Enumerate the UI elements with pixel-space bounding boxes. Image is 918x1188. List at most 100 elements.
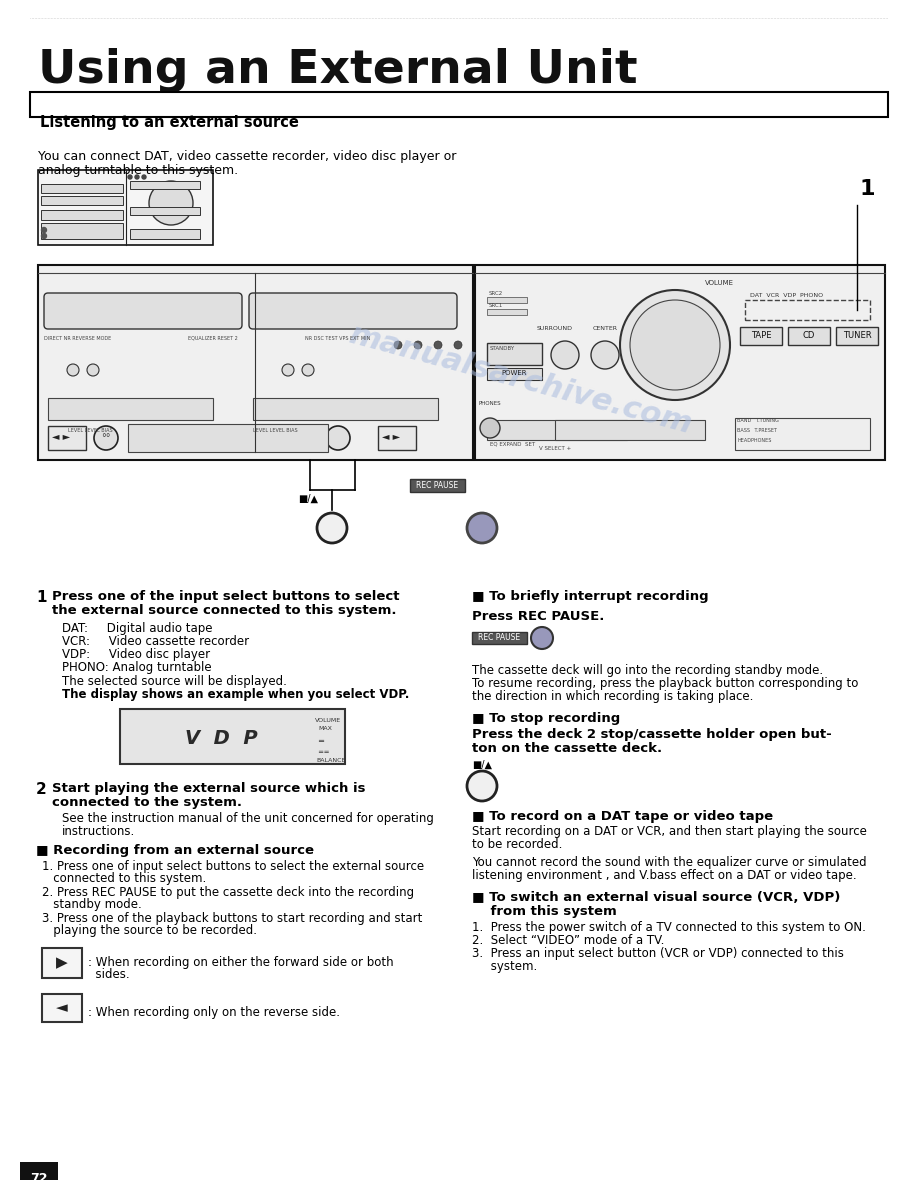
Text: ■/▲: ■/▲ xyxy=(472,760,492,770)
Text: VOLUME: VOLUME xyxy=(705,280,734,286)
Text: DAT  VCR  VDP  PHONO: DAT VCR VDP PHONO xyxy=(750,293,823,298)
Bar xyxy=(487,343,542,365)
Bar xyxy=(30,91,888,116)
Circle shape xyxy=(480,418,500,438)
Bar xyxy=(130,181,200,189)
Text: MAX: MAX xyxy=(318,726,332,731)
Bar xyxy=(120,709,345,764)
Circle shape xyxy=(394,341,402,349)
Text: 2.  Select “VIDEO” mode of a TV.: 2. Select “VIDEO” mode of a TV. xyxy=(472,934,665,947)
Bar xyxy=(38,170,213,245)
Bar xyxy=(378,426,416,450)
Text: 1: 1 xyxy=(860,179,876,200)
Text: the direction in which recording is taking place.: the direction in which recording is taki… xyxy=(472,690,754,703)
Text: The display shows an example when you select VDP.: The display shows an example when you se… xyxy=(62,688,409,701)
Circle shape xyxy=(41,227,47,233)
Text: EQ EXPAND  SET: EQ EXPAND SET xyxy=(490,441,535,446)
Circle shape xyxy=(94,426,118,450)
Text: sides.: sides. xyxy=(88,968,129,981)
Text: 3. Press one of the playback buttons to start recording and start: 3. Press one of the playback buttons to … xyxy=(42,912,422,925)
Text: from this system: from this system xyxy=(472,905,617,918)
Text: BASS   T.PRESET: BASS T.PRESET xyxy=(737,428,777,432)
Text: analog turntable to this system.: analog turntable to this system. xyxy=(38,164,238,177)
Circle shape xyxy=(551,341,579,369)
Text: Using an External Unit: Using an External Unit xyxy=(38,48,638,93)
Text: the external source connected to this system.: the external source connected to this sy… xyxy=(52,604,397,617)
Circle shape xyxy=(326,426,350,450)
Circle shape xyxy=(434,341,442,349)
Text: playing the source to be recorded.: playing the source to be recorded. xyxy=(42,924,257,937)
Text: BAND   T.TUNING: BAND T.TUNING xyxy=(737,418,778,423)
Text: CENTER: CENTER xyxy=(592,326,618,331)
Text: TAPE: TAPE xyxy=(751,331,771,341)
Bar xyxy=(487,309,527,315)
Text: ■ To switch an external visual source (VCR, VDP): ■ To switch an external visual source (V… xyxy=(472,891,840,904)
Text: to be recorded.: to be recorded. xyxy=(472,838,563,851)
Text: HEADPHONES: HEADPHONES xyxy=(737,438,771,443)
Text: standby mode.: standby mode. xyxy=(42,898,141,911)
Text: connected to the system.: connected to the system. xyxy=(52,796,242,809)
Text: LEVEL LEVEL BIAS: LEVEL LEVEL BIAS xyxy=(253,428,297,432)
Text: instructions.: instructions. xyxy=(62,824,135,838)
Text: To resume recording, press the playback button corresponding to: To resume recording, press the playback … xyxy=(472,677,858,690)
Bar xyxy=(48,426,86,450)
Bar xyxy=(836,327,878,345)
Text: STANDBY: STANDBY xyxy=(490,346,515,350)
Bar xyxy=(410,479,465,492)
Circle shape xyxy=(317,513,347,543)
Text: SRC2: SRC2 xyxy=(489,291,503,296)
Text: connected to this system.: connected to this system. xyxy=(42,872,207,885)
Text: The selected source will be displayed.: The selected source will be displayed. xyxy=(62,675,287,688)
Bar xyxy=(740,327,782,345)
Circle shape xyxy=(454,341,462,349)
Text: DIRECT NR REVERSE MODE: DIRECT NR REVERSE MODE xyxy=(44,336,112,341)
Text: You cannot record the sound with the equalizer curve or simulated: You cannot record the sound with the equ… xyxy=(472,857,867,868)
FancyBboxPatch shape xyxy=(44,293,242,329)
Circle shape xyxy=(135,175,139,179)
Text: : When recording on either the forward side or both: : When recording on either the forward s… xyxy=(88,956,394,969)
Text: VDP:     Video disc player: VDP: Video disc player xyxy=(62,647,210,661)
Text: TUNER: TUNER xyxy=(843,331,871,341)
Bar xyxy=(20,1162,58,1180)
Text: 1.  Press the power switch of a TV connected to this system to ON.: 1. Press the power switch of a TV connec… xyxy=(472,921,866,934)
Text: ◄ ►: ◄ ► xyxy=(382,432,400,442)
Text: You can connect DAT, video cassette recorder, video disc player or: You can connect DAT, video cassette reco… xyxy=(38,150,456,163)
Bar xyxy=(42,994,82,1022)
Circle shape xyxy=(467,771,497,801)
Bar xyxy=(555,421,705,440)
Text: 72: 72 xyxy=(30,1173,48,1184)
Circle shape xyxy=(302,364,314,375)
Text: PHONO: Analog turntable: PHONO: Analog turntable xyxy=(62,661,212,674)
Bar xyxy=(487,297,527,303)
Text: VOLUME: VOLUME xyxy=(315,718,341,723)
Bar xyxy=(130,229,200,239)
Text: 1: 1 xyxy=(36,590,47,605)
Bar xyxy=(735,418,870,450)
Circle shape xyxy=(620,290,730,400)
Circle shape xyxy=(128,175,132,179)
Text: Press the deck 2 stop/cassette holder open but-: Press the deck 2 stop/cassette holder op… xyxy=(472,728,832,741)
Text: Start recording on a DAT or VCR, and then start playing the source: Start recording on a DAT or VCR, and the… xyxy=(472,824,867,838)
Text: °°: °° xyxy=(101,432,111,443)
Text: REC PAUSE: REC PAUSE xyxy=(478,633,521,643)
Text: Press one of the input select buttons to select: Press one of the input select buttons to… xyxy=(52,590,399,604)
Circle shape xyxy=(630,301,720,390)
Text: ■ To record on a DAT tape or video tape: ■ To record on a DAT tape or video tape xyxy=(472,810,773,823)
Text: LEVEL LEVEL BIAS: LEVEL LEVEL BIAS xyxy=(68,428,113,432)
Bar xyxy=(745,301,870,320)
Bar xyxy=(472,632,527,644)
Text: 3.  Press an input select button (VCR or VDP) connected to this: 3. Press an input select button (VCR or … xyxy=(472,947,844,960)
Bar xyxy=(487,368,542,380)
Circle shape xyxy=(67,364,79,375)
Text: ◄: ◄ xyxy=(56,1000,68,1016)
Bar xyxy=(38,265,473,460)
Text: ═ ═: ═ ═ xyxy=(318,748,329,756)
Text: NR DSC TEST VPS EXT MIN: NR DSC TEST VPS EXT MIN xyxy=(306,336,371,341)
Circle shape xyxy=(149,181,193,225)
Text: manualsarchive.com: manualsarchive.com xyxy=(345,321,695,440)
Text: Start playing the external source which is: Start playing the external source which … xyxy=(52,782,365,795)
Text: ▶: ▶ xyxy=(56,955,68,971)
Bar xyxy=(130,207,200,215)
Bar xyxy=(41,223,123,239)
Circle shape xyxy=(41,234,47,239)
